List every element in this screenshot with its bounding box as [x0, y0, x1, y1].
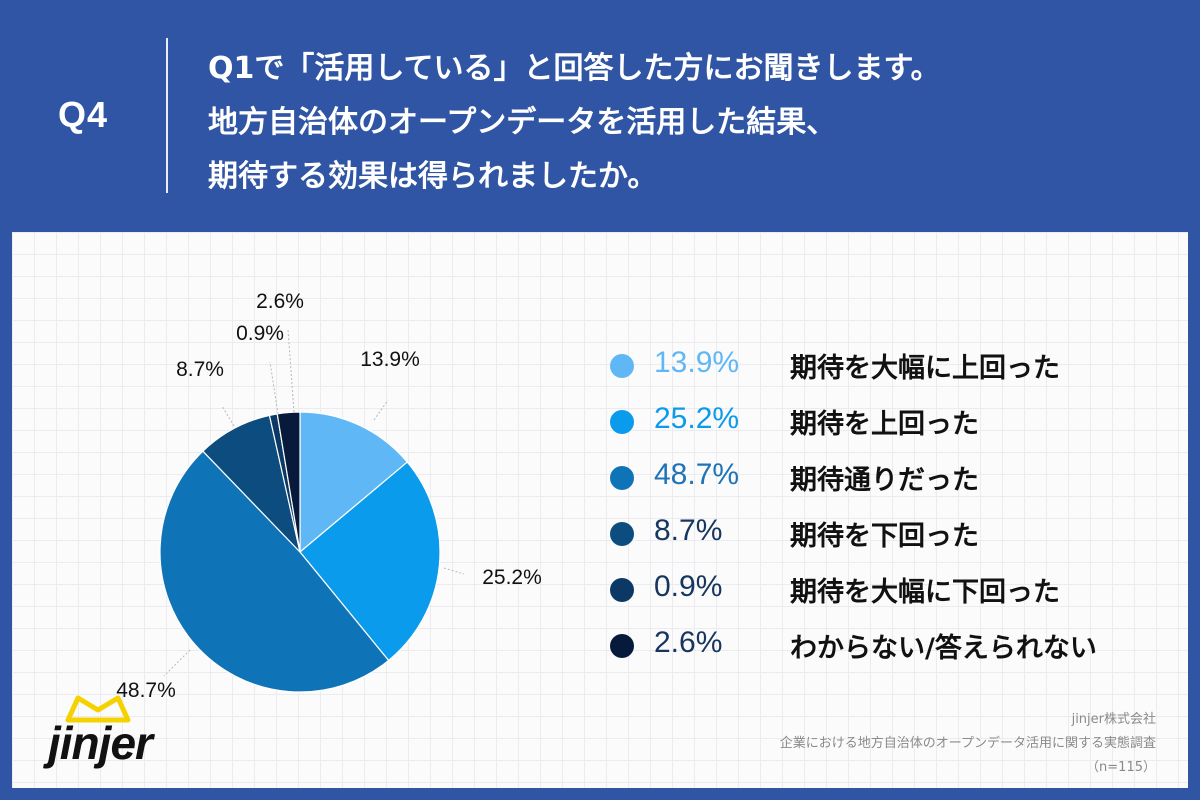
legend-item-5: 0.9% 期待を大幅に下回った [610, 560, 1170, 616]
data-label: 0.9% [236, 322, 284, 345]
legend-swatch [610, 410, 634, 434]
leader-line [287, 329, 295, 413]
header: Q4 Q1で「活用している」と回答した方にお聞きします。 地方自治体のオープンデ… [0, 0, 1200, 230]
legend-value: 25.2% [654, 402, 740, 435]
legend-label: 期待を下回った [790, 521, 979, 552]
legend-item-6: 2.6% わからない/答えられない [610, 616, 1170, 672]
pie-slice [276, 411, 301, 553]
legend-value: 0.9% [654, 570, 723, 603]
source-survey: 企業における地方自治体のオープンデータ活用に関する実態調査 [779, 736, 1156, 751]
logo-crown-icon [65, 695, 131, 723]
legend-label: 期待を大幅に上回った [790, 353, 1060, 384]
data-label: 8.7% [176, 358, 224, 381]
chart-panel: 13.9% 25.2% 48.7% 8.7% 0.9% 2.6% 13.9% 期待を大幅に… [12, 232, 1188, 788]
data-label: 13.9% [360, 348, 420, 371]
legend-label: 期待を上回った [790, 409, 979, 440]
data-label: 48.7% [116, 679, 176, 702]
jinjer-logo: jinjer [48, 694, 168, 769]
pie-slice [299, 461, 441, 662]
legend-item-2: 25.2% 期待を上回った [610, 392, 1170, 448]
header-divider [166, 38, 168, 193]
legend-swatch [610, 522, 634, 546]
legend-label: 期待を大幅に下回った [790, 577, 1060, 608]
question-line-2: 地方自治体のオープンデータを活用した結果、 [208, 105, 837, 140]
legend-item-4: 8.7% 期待を下回った [610, 504, 1170, 560]
data-label: 2.6% [256, 290, 304, 313]
pie-chart: 13.9% 25.2% 48.7% 8.7% 0.9% 2.6% [116, 290, 542, 702]
pie-slice [159, 450, 390, 693]
legend-swatch [610, 634, 634, 658]
leader-line [373, 399, 389, 421]
legend-label: 期待通りだった [790, 465, 979, 496]
question-number: Q4 [58, 94, 109, 135]
question-line-1: Q1で「活用している」と回答した方にお聞きします。 [208, 51, 941, 86]
legend-swatch [610, 466, 634, 490]
legend-label: わからない/答えられない [790, 633, 1097, 664]
data-label: 25.2% [482, 566, 542, 589]
question-line-3: 期待する効果は得られましたか。 [208, 159, 658, 194]
logo-text: jinjer [48, 717, 153, 769]
source-note: jinjer株式会社 企業における地方自治体のオープンデータ活用に関する実態調査… [780, 708, 1156, 780]
legend-swatch [610, 354, 634, 378]
legend-value: 48.7% [654, 458, 740, 491]
legend-swatch [610, 578, 634, 602]
source-sample-size: （n=115） [1086, 760, 1156, 775]
source-company: jinjer株式会社 [1071, 712, 1156, 727]
legend-value: 13.9% [654, 346, 740, 379]
pie-slice [299, 411, 409, 554]
legend-item-3: 48.7% 期待通りだった [610, 448, 1170, 504]
leader-line [269, 361, 279, 415]
legend-value: 8.7% [654, 514, 723, 547]
question-text: Q1で「活用している」と回答した方にお聞きします。 地方自治体のオープンデータを… [208, 42, 940, 204]
leader-line [163, 649, 191, 677]
legend-value: 2.6% [654, 626, 723, 659]
legend-item-1: 13.9% 期待を大幅に上回った [610, 336, 1170, 392]
leader-line [221, 405, 235, 427]
leader-line [443, 567, 465, 575]
